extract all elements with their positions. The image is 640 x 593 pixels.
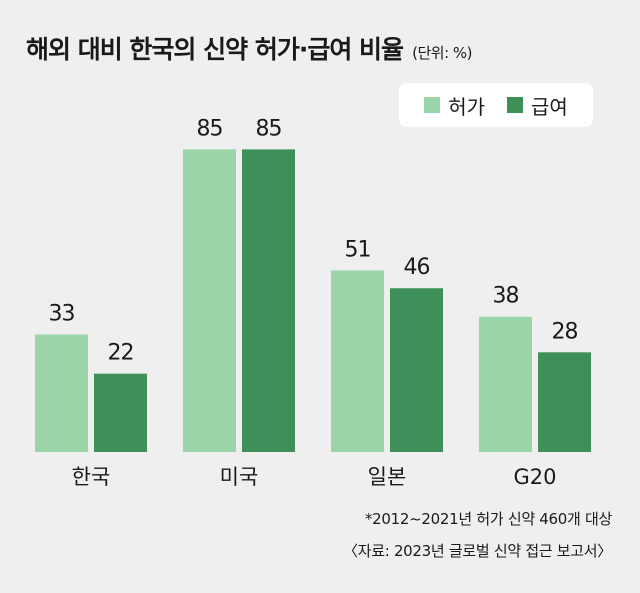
legend-item-approval: 허가 xyxy=(424,91,485,120)
source-note: 〈자료: 2023년 글로벌 신약 접근 보고서〉 xyxy=(343,542,612,560)
data-label-0-0: 33 xyxy=(49,302,75,327)
bar-2-0 xyxy=(331,270,384,452)
category-label-2: 일본 xyxy=(368,465,407,489)
data-label-3-1: 28 xyxy=(552,319,578,344)
data-label-1-1: 85 xyxy=(256,116,282,141)
footnote: *2012~2021년 허가 신약 460개 대상 xyxy=(364,510,612,528)
category-label-3: G20 xyxy=(514,465,557,489)
bar-3-0 xyxy=(479,316,532,452)
data-label-0-1: 22 xyxy=(108,341,134,366)
chart-title-row: 해외 대비 한국의 신약 허가·급여 비율 (단위: %) xyxy=(26,30,473,66)
legend-item-reimbursement: 급여 xyxy=(507,91,568,120)
chart-title: 해외 대비 한국의 신약 허가·급여 비율 xyxy=(26,35,404,64)
legend-label-approval: 허가 xyxy=(448,94,485,119)
bar-0-0 xyxy=(35,334,88,452)
legend: 허가 급여 xyxy=(399,83,593,127)
category-label-0: 한국 xyxy=(72,465,111,489)
data-label-3-0: 38 xyxy=(493,284,519,309)
category-label-1: 미국 xyxy=(220,465,259,489)
bar-2-1 xyxy=(390,288,443,452)
bar-1-1 xyxy=(242,149,295,452)
bar-1-0 xyxy=(183,149,236,452)
data-label-1-0: 85 xyxy=(197,116,223,141)
data-label-2-0: 51 xyxy=(345,237,371,262)
legend-swatch-reimbursement xyxy=(507,97,523,113)
bar-0-1 xyxy=(94,373,147,452)
legend-swatch-approval xyxy=(424,97,441,113)
data-label-2-1: 46 xyxy=(404,255,430,280)
bar-3-1 xyxy=(538,352,591,452)
legend-label-reimbursement: 급여 xyxy=(531,94,568,119)
unit-label: (단위: %) xyxy=(412,44,473,62)
